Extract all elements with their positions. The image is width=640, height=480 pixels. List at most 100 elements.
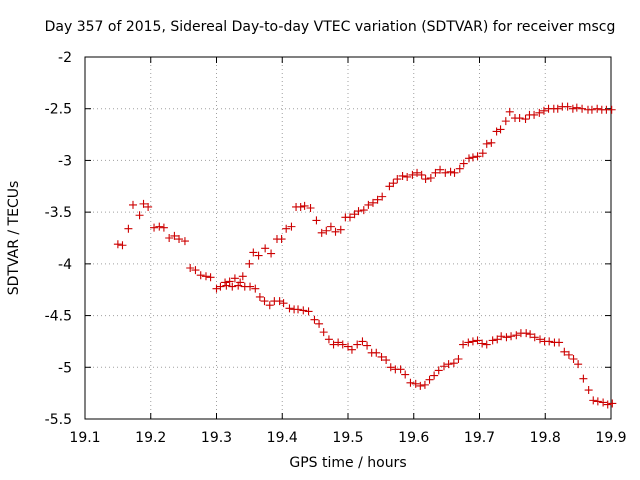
data-point: [488, 336, 497, 345]
x-tick-label: 19.7: [464, 430, 495, 446]
data-point: [403, 172, 412, 181]
x-axis-label: GPS time / hours: [289, 455, 407, 471]
data-point: [411, 379, 420, 388]
data-point: [441, 168, 450, 177]
data-point: [421, 175, 430, 184]
data-point: [425, 375, 434, 384]
data-point: [260, 297, 269, 306]
data-point: [401, 370, 410, 379]
data-point: [568, 104, 577, 113]
data-point: [191, 266, 200, 275]
data-point: [159, 223, 168, 232]
data-point: [345, 213, 354, 222]
data-point: [464, 154, 473, 163]
data-point: [128, 200, 137, 209]
y-tick-label: -4: [58, 257, 72, 273]
data-point: [455, 164, 464, 173]
data-point: [468, 337, 477, 346]
x-tick-label: 19.4: [267, 430, 298, 446]
data-point: [473, 152, 482, 161]
data-point: [502, 333, 511, 342]
data-point: [607, 105, 616, 114]
data-point: [186, 263, 195, 272]
data-point: [560, 347, 569, 356]
data-point: [450, 168, 459, 177]
data-point: [267, 249, 276, 258]
data-point: [300, 201, 309, 210]
data-point: [212, 284, 221, 293]
data-point: [282, 224, 291, 233]
data-point: [459, 340, 468, 349]
data-point: [249, 248, 258, 257]
data-point: [555, 338, 564, 347]
data-point: [459, 159, 468, 168]
data-point: [382, 356, 391, 365]
y-tick-label: -2.5: [45, 102, 72, 118]
data-point: [587, 105, 596, 114]
data-point: [593, 397, 602, 406]
data-point: [296, 202, 305, 211]
data-point: [170, 231, 179, 240]
data-point: [201, 272, 210, 281]
data-point: [135, 211, 144, 220]
data-point: [285, 304, 294, 313]
y-tick-label: -4.5: [45, 309, 72, 325]
data-point: [322, 226, 331, 235]
data-point: [304, 307, 313, 316]
data-point: [530, 110, 539, 119]
data-point: [569, 355, 578, 364]
data-point: [265, 301, 274, 310]
data-point: [482, 340, 491, 349]
data-point: [225, 277, 234, 286]
data-point: [144, 202, 153, 211]
data-point: [434, 366, 443, 375]
data-point: [478, 149, 487, 158]
data-point: [368, 198, 377, 207]
data-point: [363, 341, 372, 350]
data-point: [358, 337, 367, 346]
data-point: [245, 259, 254, 268]
data-point: [315, 319, 324, 328]
data-point: [572, 103, 581, 112]
data-point: [396, 365, 405, 374]
data-point: [287, 222, 296, 231]
data-point: [439, 362, 448, 371]
data-point: [478, 339, 487, 348]
data-point: [216, 282, 225, 291]
data-point: [420, 380, 429, 389]
data-point: [251, 284, 260, 293]
data-point: [334, 338, 343, 347]
data-point: [468, 153, 477, 162]
data-point: [124, 224, 133, 233]
data-point: [564, 350, 573, 359]
data-point: [430, 371, 439, 380]
data-point: [584, 386, 593, 395]
data-point: [553, 104, 562, 113]
data-point: [347, 345, 356, 354]
data-point: [294, 305, 303, 314]
data-point: [196, 271, 205, 280]
data-point: [236, 278, 245, 287]
data-point: [338, 340, 347, 349]
data-point: [446, 167, 455, 176]
data-point: [319, 328, 328, 337]
data-point: [275, 297, 284, 306]
data-point: [496, 125, 505, 134]
data-point: [431, 168, 440, 177]
data-point: [492, 127, 501, 136]
data-point: [473, 336, 482, 345]
data-point: [487, 138, 496, 147]
data-point: [378, 192, 387, 201]
data-point: [417, 170, 426, 179]
data-point: [336, 225, 345, 234]
data-point: [426, 174, 435, 183]
data-point: [306, 204, 315, 213]
data-point: [150, 223, 159, 232]
data-point: [521, 115, 530, 124]
data-point: [505, 107, 514, 116]
data-point: [353, 340, 362, 349]
data-point: [599, 398, 608, 407]
data-point: [545, 337, 554, 346]
data-point: [579, 374, 588, 383]
